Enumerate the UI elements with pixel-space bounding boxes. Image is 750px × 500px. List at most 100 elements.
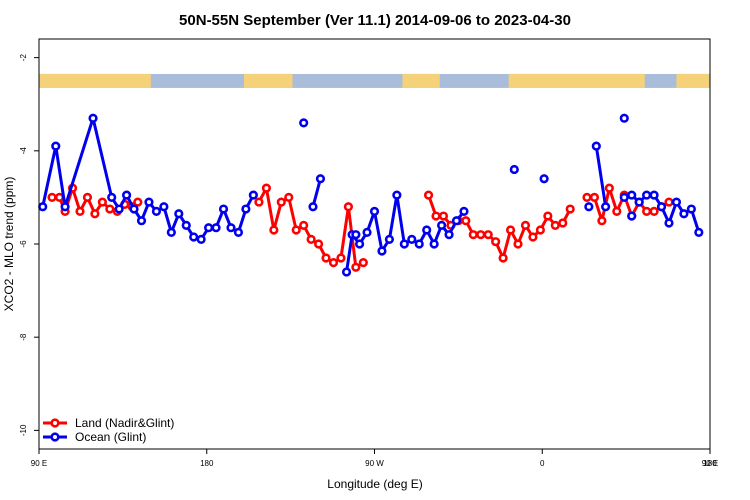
data-point-land xyxy=(431,211,441,221)
data-point-land xyxy=(306,234,316,244)
data-point-land xyxy=(565,204,575,214)
data-point-ocean xyxy=(299,118,309,128)
land-mask-strip xyxy=(39,73,710,88)
data-point-land xyxy=(299,220,309,230)
data-point-ocean xyxy=(627,190,637,200)
series-land xyxy=(47,183,674,272)
data-point-land xyxy=(468,230,478,240)
data-point-ocean xyxy=(437,220,447,230)
data-point-land xyxy=(558,218,568,228)
chart-title: 50N-55N September (Ver 11.1) 2014-09-06 … xyxy=(179,12,571,29)
data-point-land xyxy=(476,230,486,240)
legend-label: Land (Nadir&Glint) xyxy=(75,416,174,430)
data-point-land xyxy=(491,237,501,247)
data-point-land xyxy=(597,216,607,226)
x-tick-label: 0 xyxy=(540,459,545,468)
data-point-ocean xyxy=(122,190,132,200)
data-point-ocean xyxy=(686,204,696,214)
data-point-ocean xyxy=(174,209,184,219)
data-point-ocean xyxy=(362,227,372,237)
data-point-ocean xyxy=(377,246,387,256)
data-point-land xyxy=(336,253,346,263)
data-point-ocean xyxy=(181,220,191,230)
data-point-land xyxy=(321,253,331,263)
plot-marks xyxy=(38,113,704,277)
data-point-ocean xyxy=(422,225,432,235)
data-point-land xyxy=(284,192,294,203)
data-point-ocean xyxy=(129,204,139,214)
legend-marker xyxy=(50,418,60,428)
series-line-ocean xyxy=(594,145,608,207)
data-point-land xyxy=(483,230,493,240)
data-point-ocean xyxy=(60,202,70,212)
data-point-land xyxy=(649,206,659,216)
data-point-ocean xyxy=(601,202,611,212)
data-point-land xyxy=(520,220,531,230)
data-point-land xyxy=(313,239,324,249)
data-point-land xyxy=(513,239,523,249)
data-point-land xyxy=(589,192,600,203)
data-point-ocean xyxy=(308,202,318,212)
data-point-land xyxy=(261,183,271,193)
data-point-land xyxy=(343,202,354,212)
x-tick-label: 90 E xyxy=(702,459,718,468)
x-tick-label: 180 xyxy=(200,459,214,468)
data-point-ocean xyxy=(248,190,258,200)
data-point-ocean xyxy=(218,204,229,214)
land-band-segment xyxy=(402,73,440,88)
data-point-land xyxy=(97,197,107,207)
data-point-land xyxy=(358,258,368,268)
data-point-ocean xyxy=(369,206,380,216)
data-point-ocean xyxy=(459,206,469,216)
data-point-ocean xyxy=(591,141,601,151)
data-point-land xyxy=(351,262,361,272)
data-point-ocean xyxy=(144,197,154,207)
x-tick-label: 180 xyxy=(703,459,717,468)
data-point-ocean xyxy=(204,223,214,233)
data-point-land xyxy=(461,216,471,226)
land-band-segment xyxy=(39,73,151,88)
series-line-ocean xyxy=(311,178,322,208)
data-point-ocean xyxy=(414,239,424,249)
y-tick-label: -2 xyxy=(19,54,28,62)
data-point-ocean xyxy=(584,202,594,212)
y-tick-label: -6 xyxy=(19,240,28,248)
data-point-ocean xyxy=(407,234,417,244)
series-line-ocean xyxy=(41,116,255,241)
data-point-ocean xyxy=(694,227,704,237)
data-point-ocean xyxy=(634,197,644,207)
data-point-ocean xyxy=(38,202,48,212)
data-point-ocean xyxy=(539,174,549,184)
land-band-segment xyxy=(244,73,293,88)
data-point-ocean xyxy=(159,202,169,212)
data-point-ocean xyxy=(136,216,147,226)
data-point-ocean xyxy=(509,164,519,175)
data-point-ocean xyxy=(679,209,689,219)
data-point-ocean xyxy=(399,239,409,249)
legend-label: Ocean (Glint) xyxy=(75,430,146,444)
x-tick-label: 90 E xyxy=(31,459,47,468)
data-point-ocean xyxy=(341,267,352,277)
data-point-land xyxy=(269,225,279,235)
series-ocean xyxy=(38,113,704,277)
data-point-ocean xyxy=(619,113,629,123)
data-point-ocean xyxy=(656,202,667,212)
data-point-ocean xyxy=(444,230,454,240)
data-point-ocean xyxy=(51,141,61,151)
data-point-land xyxy=(133,197,143,207)
data-point-land xyxy=(535,225,545,235)
legend-marker xyxy=(50,432,60,442)
y-axis-label: XCO2 - MLO trend (ppm) xyxy=(2,177,16,312)
x-axis-label: Longitude (deg E) xyxy=(327,477,422,491)
data-point-land xyxy=(505,225,516,235)
data-point-land xyxy=(550,220,560,230)
data-point-land xyxy=(105,204,115,214)
data-point-land xyxy=(291,225,301,235)
data-point-land xyxy=(498,253,508,263)
data-point-land xyxy=(664,197,674,207)
data-point-land xyxy=(82,192,93,203)
data-point-ocean xyxy=(642,190,652,200)
y-tick-label: -4 xyxy=(19,147,28,155)
data-point-ocean xyxy=(241,204,251,214)
